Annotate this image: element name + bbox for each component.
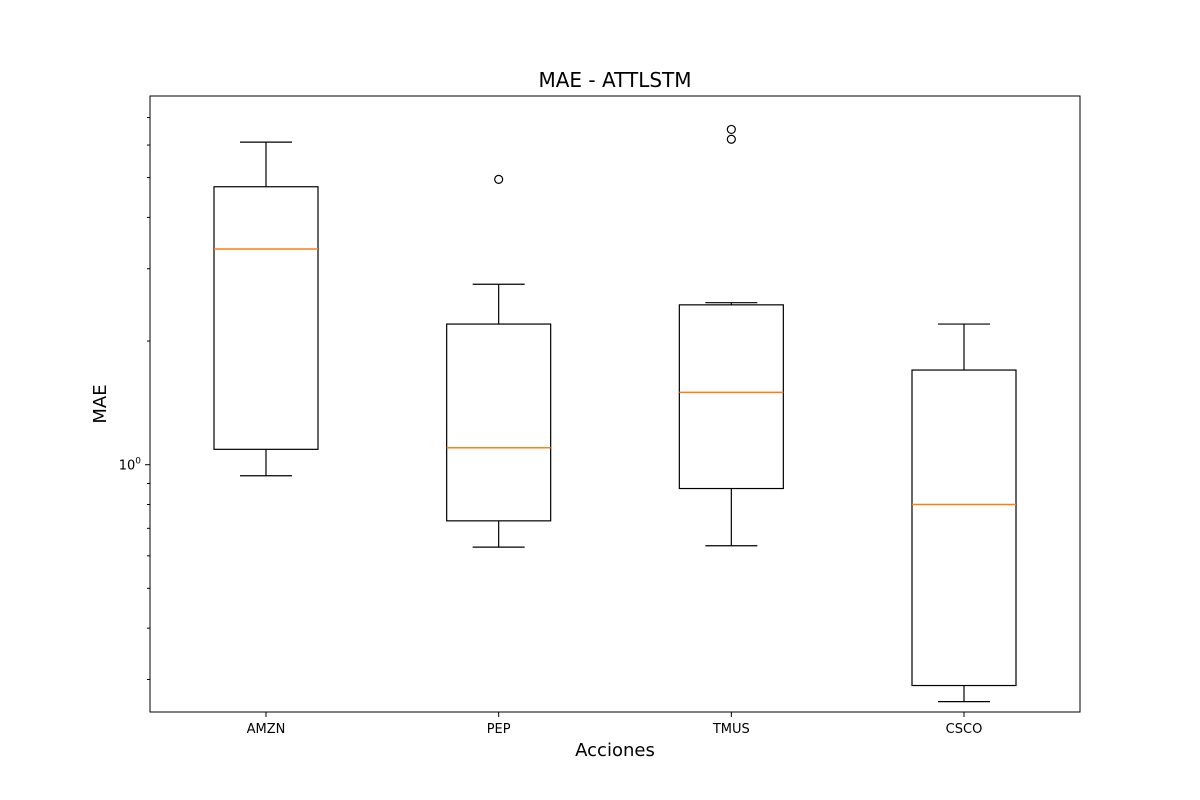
- x-axis: AMZN PEP TMUS CSCO: [247, 712, 983, 737]
- y-tick-label: 100: [119, 457, 142, 474]
- y-axis: 100: [119, 117, 150, 680]
- outlier-point: [726, 134, 736, 144]
- x-tick-label: TMUS: [712, 722, 750, 737]
- box-group: [213, 141, 319, 477]
- axes-frame: [149, 95, 1081, 713]
- iqr-box: [678, 304, 784, 490]
- box-group: [911, 323, 1017, 703]
- outlier-point: [494, 174, 504, 184]
- x-tick-label: AMZN: [247, 722, 286, 737]
- x-tick-label: PEP: [487, 722, 511, 737]
- x-axis-label: Acciones: [575, 740, 655, 761]
- box-group: [678, 124, 784, 547]
- outlier-point: [726, 124, 736, 135]
- plot-area: [213, 124, 1017, 703]
- iqr-box: [213, 186, 319, 450]
- y-axis-label: MAE: [90, 384, 111, 423]
- iqr-box: [446, 323, 552, 522]
- box-group: [446, 174, 552, 548]
- x-tick-label: CSCO: [946, 722, 983, 737]
- iqr-box: [911, 369, 1017, 687]
- chart-title: MAE - ATTLSTM: [538, 68, 691, 92]
